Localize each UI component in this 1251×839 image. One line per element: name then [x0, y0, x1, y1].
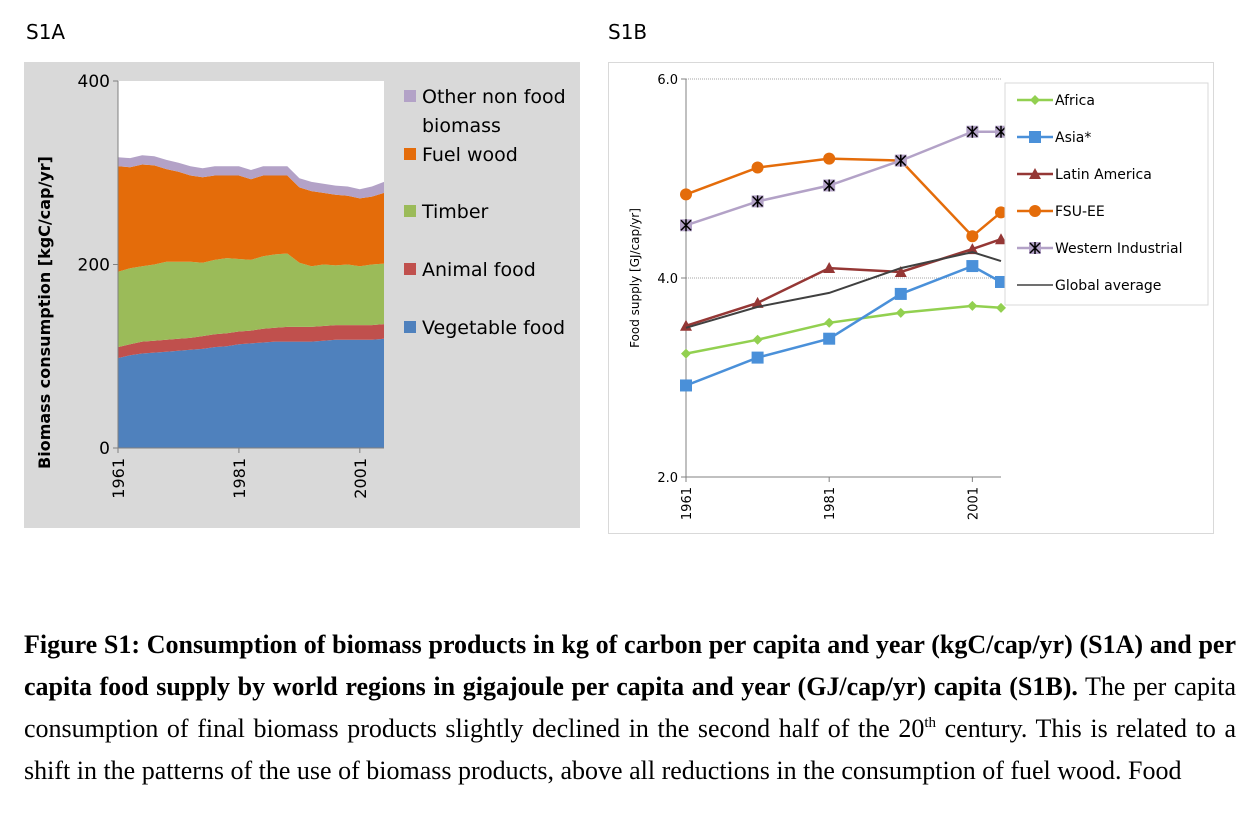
point-latin-america — [894, 266, 907, 278]
chart-biomass-consumption: 0 200 400 1961 1981 2001 Biomass consumption [… — [24, 62, 580, 528]
line-global-average — [685, 251, 1002, 329]
legend-label: Vegetable food — [422, 317, 565, 339]
point-western-industrial — [894, 154, 907, 167]
legend: Africa Asia* Latin America FSU-EE Western In… — [1004, 82, 1209, 306]
point-fsu-ee — [966, 230, 979, 243]
point-fsu-ee — [680, 188, 692, 201]
point-asia — [894, 287, 907, 300]
legend-label: Africa — [1055, 93, 1095, 109]
y-tick-label: 400 — [78, 72, 110, 92]
line-africa — [685, 304, 1002, 355]
point-fsu-ee — [995, 206, 1007, 219]
legend-label: Fuel wood — [422, 144, 518, 166]
line-western-industrial — [685, 130, 1001, 227]
series-fsu-ee — [680, 152, 1007, 243]
line-latin-america — [685, 238, 1002, 327]
point-western-industrial — [966, 125, 979, 138]
point-africa — [681, 348, 691, 359]
point-latin-america — [995, 233, 1007, 245]
caption-title: Figure S1: Consumption of biomass produc… — [24, 630, 1236, 701]
point-latin-america — [966, 243, 979, 255]
point-asia — [966, 260, 979, 273]
x-tick-label: 2001 — [351, 458, 370, 499]
series-global-average — [685, 251, 1002, 329]
caption-superscript: th — [924, 715, 937, 731]
point-fsu-ee — [751, 161, 764, 174]
panel-label-b: S1B — [608, 20, 648, 44]
legend-label: FSU-EE — [1055, 204, 1105, 220]
legend-label: Global average — [1055, 278, 1161, 294]
legend-swatch — [404, 148, 416, 160]
legend-label: Western Industrial — [1055, 241, 1183, 257]
x-tick-label: 1961 — [680, 487, 695, 520]
legend-label: Animal food — [422, 259, 536, 281]
legend-label: Other non food biomass — [422, 86, 566, 137]
legend-swatch — [404, 205, 416, 217]
series-asia — [680, 260, 1007, 392]
legend-swatch — [404, 263, 416, 275]
caption-text-1: The per capita consumption of final biom… — [24, 672, 1236, 743]
point-latin-america — [823, 262, 836, 274]
y-axis-title: Food supply [GJ/cap/yr] — [628, 208, 642, 348]
caption-text-2: century. This is related to a shift in t… — [24, 714, 1236, 785]
figure-caption: Figure S1: Consumption of biomass produc… — [24, 624, 1236, 792]
point-latin-america — [680, 319, 692, 331]
series-western-industrial — [680, 125, 1007, 232]
point-africa — [895, 307, 906, 318]
marker-cross — [823, 179, 835, 192]
point-asia — [823, 332, 836, 345]
line-asia — [685, 264, 1002, 387]
legend-marker-asia — [1029, 131, 1041, 143]
x-tick-label: 1981 — [823, 487, 838, 520]
legend-label: Timber — [421, 201, 489, 223]
y-tick-label: 0 — [99, 439, 110, 459]
point-western-industrial — [823, 179, 836, 192]
legend-label: Latin America — [1055, 167, 1152, 183]
area-vegetable-food — [118, 338, 384, 448]
panel-label-a: S1A — [26, 20, 66, 44]
area-fuel-wood — [118, 164, 384, 272]
legend-swatch — [404, 90, 416, 102]
series-latin-america — [680, 233, 1007, 331]
y-axis-title: Biomass consumption [kgC/cap/yr] — [35, 156, 54, 469]
legend-marker-africa — [1030, 95, 1040, 105]
area-animal-food — [118, 324, 384, 359]
point-western-industrial — [680, 219, 692, 232]
series-africa — [681, 300, 1006, 359]
legend-marker-fsu-ee — [1029, 205, 1041, 217]
point-africa — [967, 300, 978, 311]
marker-cross — [680, 219, 692, 232]
point-asia — [751, 351, 764, 364]
legend-marker-latin-america — [1029, 168, 1041, 179]
marker-cross — [966, 125, 978, 138]
point-western-industrial — [751, 195, 764, 208]
y-tick-label: 2.0 — [657, 471, 678, 486]
point-asia — [995, 275, 1007, 288]
x-tick-label: 1961 — [109, 458, 128, 499]
y-tick-label: 4.0 — [657, 272, 678, 287]
marker-cross — [995, 125, 1007, 138]
point-latin-america — [751, 296, 764, 308]
x-tick-label: 2001 — [966, 487, 981, 520]
marker-cross — [1029, 242, 1041, 254]
area-timber — [118, 253, 384, 348]
y-tick-label: 6.0 — [657, 73, 678, 88]
line-fsu-ee — [685, 157, 1002, 238]
chart-food-supply: 2.0 4.0 6.0 1961 1981 2001 Food supply [GJ/cap… — [608, 62, 1214, 534]
marker-cross — [895, 154, 907, 167]
marker-cross — [752, 195, 764, 208]
legend-marker-western-industrial — [1029, 242, 1041, 254]
x-tick-label: 1981 — [230, 458, 249, 499]
point-africa — [752, 334, 763, 345]
point-africa — [996, 302, 1006, 313]
point-africa — [824, 317, 835, 328]
y-tick-label: 200 — [78, 256, 110, 276]
legend-swatch — [404, 321, 416, 333]
legend-label: Asia* — [1055, 130, 1091, 146]
legend-box — [1004, 82, 1209, 306]
point-asia — [680, 379, 692, 392]
point-fsu-ee — [823, 152, 836, 165]
area-other-non-food-biomass — [118, 155, 384, 199]
point-western-industrial — [995, 125, 1007, 138]
